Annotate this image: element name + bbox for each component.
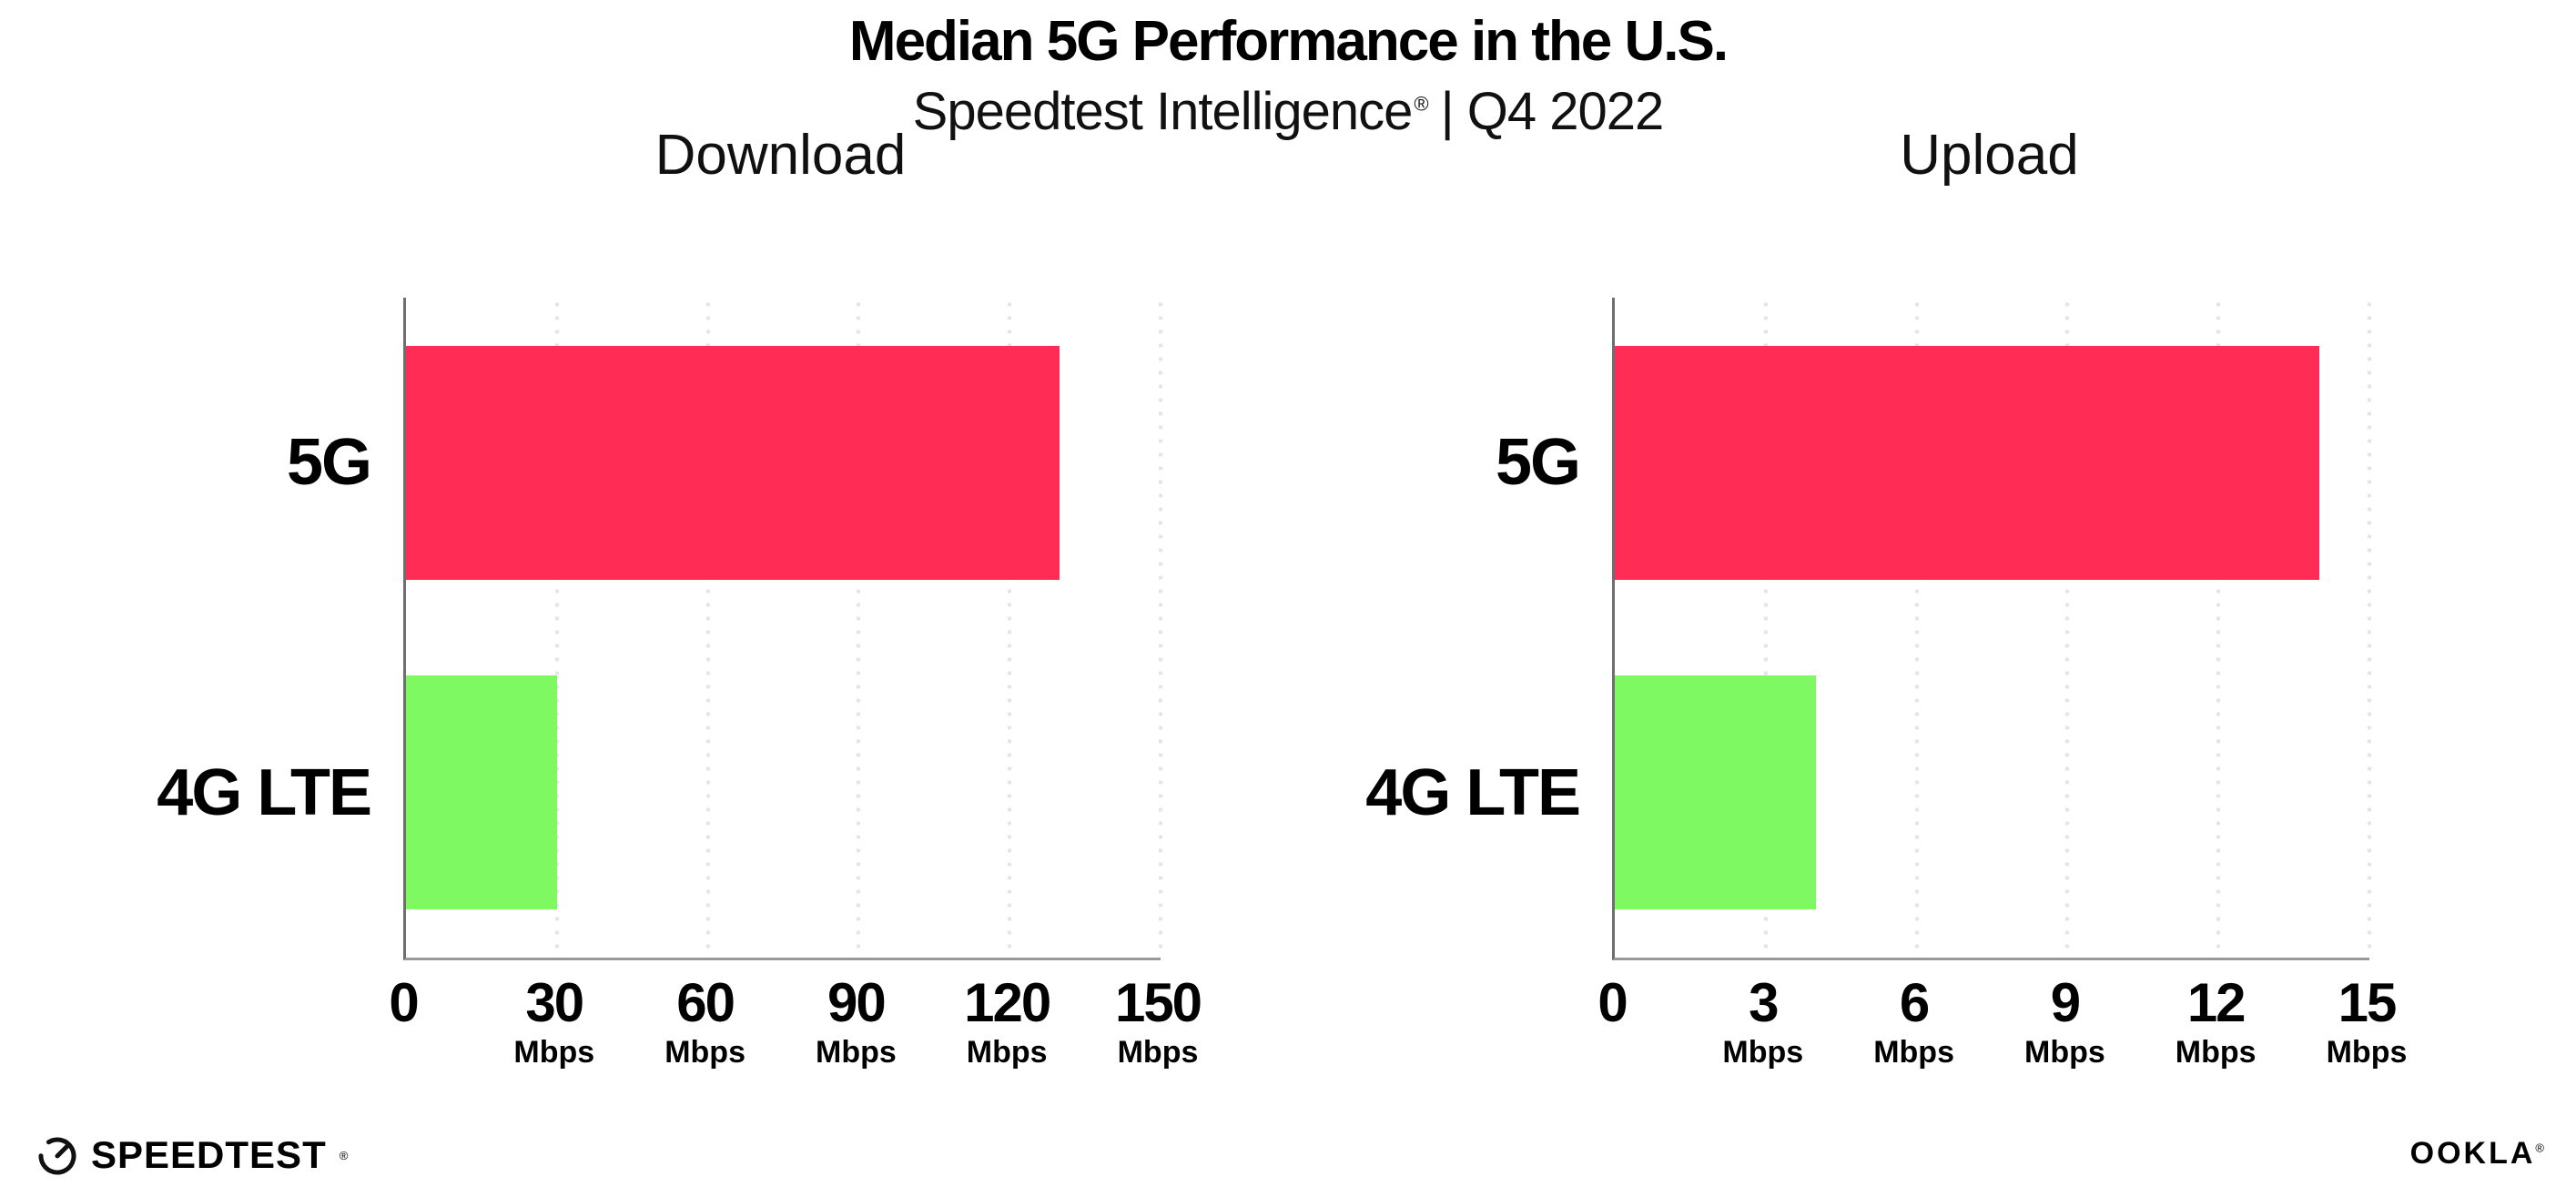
download-chart-panel: Download 5G 4G LTE 0 30 Mbps 60 Mbps 90 Mbps 120… xyxy=(36,114,1293,1088)
bar-row xyxy=(1615,298,2369,628)
speedtest-registered-mark: ® xyxy=(339,1148,349,1162)
gridline-3 xyxy=(1763,298,1769,958)
page-title: Median 5G Performance in the U.S. xyxy=(848,10,1729,73)
category-label-4g-lte: 4G LTE xyxy=(157,756,372,829)
x-tick-15: 15 Mbps xyxy=(2327,974,2408,1070)
subtitle-brand: Speedtest Intelligence xyxy=(912,82,1414,141)
x-tick-unit: Mbps xyxy=(816,1035,897,1070)
category-label-5g: 5G xyxy=(1495,426,1581,500)
x-tick-9: 9 Mbps xyxy=(2024,974,2105,1070)
x-tick-unit: Mbps xyxy=(2024,1035,2105,1070)
x-tick-value: 30 xyxy=(525,972,584,1033)
download-category-labels: 5G 4G LTE xyxy=(36,298,403,958)
page-subtitle: Speedtest Intelligence® | Q4 2022 xyxy=(0,81,2576,142)
x-tick-value: 6 xyxy=(1899,972,1930,1033)
gridline-90 xyxy=(856,298,861,958)
x-tick-unit: Mbps xyxy=(966,1035,1048,1070)
gridline-15 xyxy=(2367,298,2372,958)
gridline-150 xyxy=(1158,298,1163,958)
x-tick-unit: Mbps xyxy=(664,1035,745,1070)
upload-x-axis-ticks: 0 3 Mbps 6 Mbps 9 Mbps 12 Mbps 15 Mbps xyxy=(1597,974,2407,1083)
bar-row xyxy=(406,628,1161,959)
x-tick-value: 9 xyxy=(2050,972,2081,1033)
footer: SPEEDTEST ® OOKLA® xyxy=(0,1124,2576,1197)
x-tick-0: 0 xyxy=(389,972,419,1033)
x-tick-12: 12 Mbps xyxy=(2175,974,2257,1070)
x-tick-30: 30 Mbps xyxy=(513,974,594,1070)
subtitle-period: | Q4 2022 xyxy=(1440,82,1665,141)
gridline-60 xyxy=(705,298,711,958)
x-tick-value: 120 xyxy=(964,972,1051,1033)
gridline-30 xyxy=(554,298,560,958)
x-tick-value: 90 xyxy=(827,972,887,1033)
download-bars xyxy=(406,298,1161,958)
bar-row xyxy=(406,298,1161,628)
x-tick-value: 0 xyxy=(389,972,419,1033)
download-x-axis-ticks: 0 30 Mbps 60 Mbps 90 Mbps 120 Mbps 150 Mbps xyxy=(389,972,1202,1083)
registered-mark: ® xyxy=(1414,92,1428,116)
category-label-4g-lte: 4G LTE xyxy=(1365,756,1581,829)
x-tick-value: 12 xyxy=(2186,972,2246,1033)
upload-chart-panel: Upload 5G 4G LTE 0 3 Mbps 6 Mbps 9 Mbps 12 Mbps 15… xyxy=(1245,114,2501,1088)
upload-category-labels: 5G 4G LTE xyxy=(1245,298,1612,958)
x-tick-value: 0 xyxy=(1597,972,1628,1033)
gridline-12 xyxy=(2216,298,2221,958)
category-label-5g: 5G xyxy=(286,426,372,500)
speedtest-logo: SPEEDTEST ® xyxy=(36,1133,348,1177)
ookla-logo: OOKLA® xyxy=(2410,1136,2547,1172)
gridline-120 xyxy=(1007,298,1012,958)
x-tick-value: 60 xyxy=(676,972,735,1033)
x-tick-value: 15 xyxy=(2338,972,2398,1033)
bar-4g-lte xyxy=(406,675,557,910)
x-tick-60: 60 Mbps xyxy=(664,974,745,1070)
x-tick-unit: Mbps xyxy=(513,1035,595,1070)
bar-4g-lte xyxy=(1615,675,1817,910)
x-tick-6: 6 Mbps xyxy=(1873,974,1954,1070)
ookla-wordmark: OOKLA xyxy=(2409,1136,2536,1171)
bar-5g xyxy=(1615,345,2319,580)
x-tick-unit: Mbps xyxy=(1873,1035,1954,1070)
report-header: Median 5G Performance in the U.S. Speedt… xyxy=(0,0,2576,142)
x-tick-90: 90 Mbps xyxy=(816,974,897,1070)
gridline-6 xyxy=(1914,298,1920,958)
x-tick-150: 150 Mbps xyxy=(1114,972,1202,1070)
x-tick-unit: Mbps xyxy=(1117,1035,1199,1070)
download-plot-area xyxy=(403,298,1163,960)
x-tick-value: 150 xyxy=(1114,972,1202,1033)
x-tick-value: 3 xyxy=(1749,972,1779,1033)
x-tick-3: 3 Mbps xyxy=(1722,974,1803,1070)
ookla-registered-mark: ® xyxy=(2535,1141,2547,1155)
download-chart-title: Download xyxy=(654,124,907,187)
x-tick-unit: Mbps xyxy=(1722,1035,1804,1070)
speedtest-wordmark: SPEEDTEST xyxy=(91,1133,327,1176)
upload-chart-title: Upload xyxy=(1900,124,2079,187)
x-tick-unit: Mbps xyxy=(2175,1035,2257,1070)
gridline-9 xyxy=(2064,298,2070,958)
bar-row xyxy=(1615,628,2369,959)
upload-plot-area xyxy=(1612,298,2372,960)
x-tick-120: 120 Mbps xyxy=(964,972,1051,1070)
speedtest-gauge-icon xyxy=(38,1137,76,1175)
x-tick-unit: Mbps xyxy=(2326,1035,2408,1070)
upload-bars xyxy=(1615,298,2369,958)
bar-5g xyxy=(406,345,1060,580)
x-tick-0: 0 xyxy=(1597,972,1628,1033)
